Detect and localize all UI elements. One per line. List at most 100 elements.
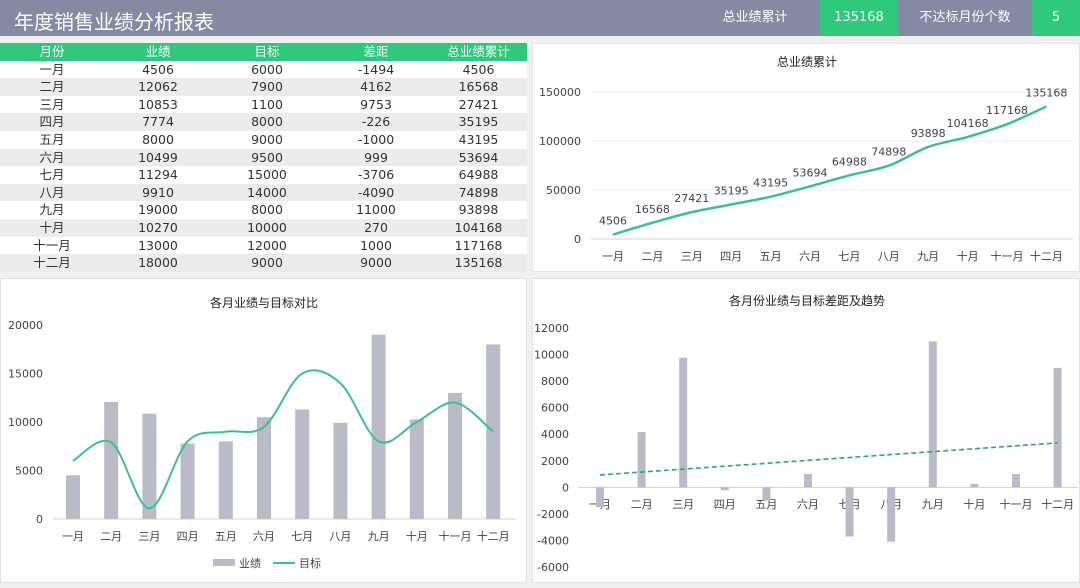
y-tick-label: 12000 — [534, 322, 569, 335]
table-cell: 19000 — [138, 202, 178, 218]
x-tick-label: 三月 — [672, 498, 694, 511]
table-cell: -3706 — [357, 167, 395, 183]
y-tick-label: 8000 — [541, 375, 569, 388]
table-cell: 11294 — [138, 167, 178, 183]
table-cell: 16568 — [458, 79, 499, 95]
x-tick-label: 五月 — [215, 530, 237, 543]
table-cell: 18000 — [138, 255, 178, 271]
compare-chart: 各月业绩与目标对比 0 5000 10000 15000 20000 一月 二月 三月 四月 五月 六… — [8, 295, 516, 570]
x-tick-label: 十二月 — [1030, 249, 1063, 263]
x-tick-label: 二月 — [631, 498, 653, 511]
table-cell: 1000 — [360, 237, 392, 253]
table-cell: 117168 — [454, 237, 503, 253]
x-tick-label: 六月 — [253, 530, 275, 543]
cumulative-chart-panel: 总业绩累计 0 50000 100000 150000 一月 二月 三月 四月 五月 六月 七月 八月 九… — [532, 43, 1080, 272]
total-value: 135168 — [820, 0, 898, 36]
bar-actual — [257, 417, 271, 519]
column-header: 目标 — [254, 44, 280, 59]
gap-chart-panel: 各月份业绩与目标差距及趋势 -6000 -4000 -2000 0 2000 4000 600… — [532, 278, 1080, 583]
cumulative-line — [612, 105, 1047, 236]
table-cell: 8000 — [142, 131, 174, 147]
column-header: 业绩 — [145, 44, 171, 59]
table-cell: 八月 — [39, 184, 65, 200]
y-tick-label: 0 — [574, 233, 581, 246]
x-tick-label: 九月 — [368, 530, 390, 543]
bar-actual — [409, 419, 424, 519]
table-cell: -226 — [361, 114, 391, 130]
table-cell: 4506 — [142, 61, 174, 77]
y-tick-label: 5000 — [15, 465, 43, 478]
table-cell: 12000 — [247, 237, 287, 253]
x-tick-label: 二月 — [100, 530, 122, 543]
table-cell: 9000 — [360, 255, 392, 271]
table-cell: 14000 — [247, 184, 287, 200]
y-tick-label: 150000 — [539, 86, 581, 99]
x-tick-label: 四月 — [720, 250, 742, 263]
table-cell: 九月 — [39, 202, 65, 218]
x-tick-label: 七月 — [838, 250, 860, 263]
miss-label: 不达标月份个数 — [919, 10, 1011, 25]
data-label: 35195 — [714, 185, 749, 198]
y-tick-label: 10000 — [534, 349, 569, 362]
table-cell: 10000 — [247, 219, 287, 235]
table-cell: 9753 — [360, 96, 392, 112]
x-tick-label: 二月 — [641, 250, 663, 263]
bar-gap — [845, 487, 854, 537]
x-tick-label: 六月 — [799, 250, 821, 263]
table-cell: 10499 — [138, 149, 178, 165]
data-label: 135168 — [1025, 87, 1067, 100]
y-tick-label: 0 — [36, 513, 43, 526]
column-header: 差距 — [363, 44, 389, 59]
chart-title: 总业绩累计 — [777, 55, 837, 69]
x-tick-label: 十月 — [406, 529, 428, 543]
data-label: 64988 — [832, 155, 867, 168]
table-cell: 4506 — [462, 61, 495, 77]
table-cell: -1494 — [357, 61, 395, 77]
x-tick-label: 五月 — [755, 498, 777, 511]
bar-gap — [762, 487, 771, 501]
bar-gap — [1012, 474, 1020, 488]
y-tick-label: 50000 — [546, 184, 581, 197]
x-tick-label: 十二月 — [477, 529, 510, 543]
compare-chart-panel: 各月业绩与目标对比 0 5000 10000 15000 20000 一月 二月 三月 四月 五月 六… — [0, 278, 527, 583]
table-cell: 27421 — [458, 96, 499, 112]
bar-actual — [218, 441, 233, 519]
y-tick-label: 20000 — [8, 319, 43, 332]
page-title: 年度销售业绩分析报表 — [14, 10, 214, 34]
table-cell: 9000 — [251, 255, 283, 271]
table-row: 二月 12062 7900 4162 16568 — [0, 78, 527, 96]
header-bar: 年度销售业绩分析报表 总业绩累计 135168 不达标月份个数 5 — [0, 0, 1080, 36]
legend-label: 目标 — [299, 556, 321, 570]
data-label: 53694 — [793, 166, 828, 179]
x-tick-label: 九月 — [917, 250, 939, 263]
table-row: 三月 10853 1100 9753 27421 — [0, 96, 527, 114]
table-row: 六月 10499 9500 999 53694 — [0, 148, 527, 167]
table-row: 八月 9910 14000 -4090 74898 — [0, 183, 527, 202]
bar-gap — [970, 483, 979, 488]
x-tick-label: 三月 — [681, 250, 703, 263]
table-cell: 11000 — [356, 202, 396, 218]
data-label: 104168 — [947, 117, 989, 130]
x-tick-label: 五月 — [760, 250, 782, 263]
table-cell: 10853 — [138, 96, 178, 112]
y-tick-label: 2000 — [541, 455, 569, 468]
x-tick-label: 八月 — [878, 250, 900, 263]
table-cell: 15000 — [247, 167, 287, 183]
x-tick-label: 十月 — [957, 249, 979, 263]
bar-gap — [887, 487, 896, 542]
legend-label: 业绩 — [239, 557, 261, 570]
y-tick-label: -2000 — [537, 508, 569, 521]
y-tick-label: -6000 — [537, 561, 569, 574]
table-cell: 135168 — [454, 255, 503, 271]
table-cell: 270 — [364, 219, 388, 235]
bar-gap — [596, 487, 604, 508]
table-row: 九月 19000 8000 11000 93898 — [0, 201, 527, 219]
table-cell: 12062 — [138, 79, 178, 95]
bar-actual — [448, 392, 462, 519]
table-cell: 三月 — [39, 96, 65, 112]
y-tick-label: 15000 — [8, 368, 43, 381]
gap-chart: 各月份业绩与目标差距及趋势 -6000 -4000 -2000 0 2000 4000 600… — [534, 293, 1078, 574]
data-label: 43195 — [753, 177, 788, 190]
column-header: 总业绩累计 — [447, 44, 510, 59]
x-tick-label: 七月 — [291, 530, 313, 543]
